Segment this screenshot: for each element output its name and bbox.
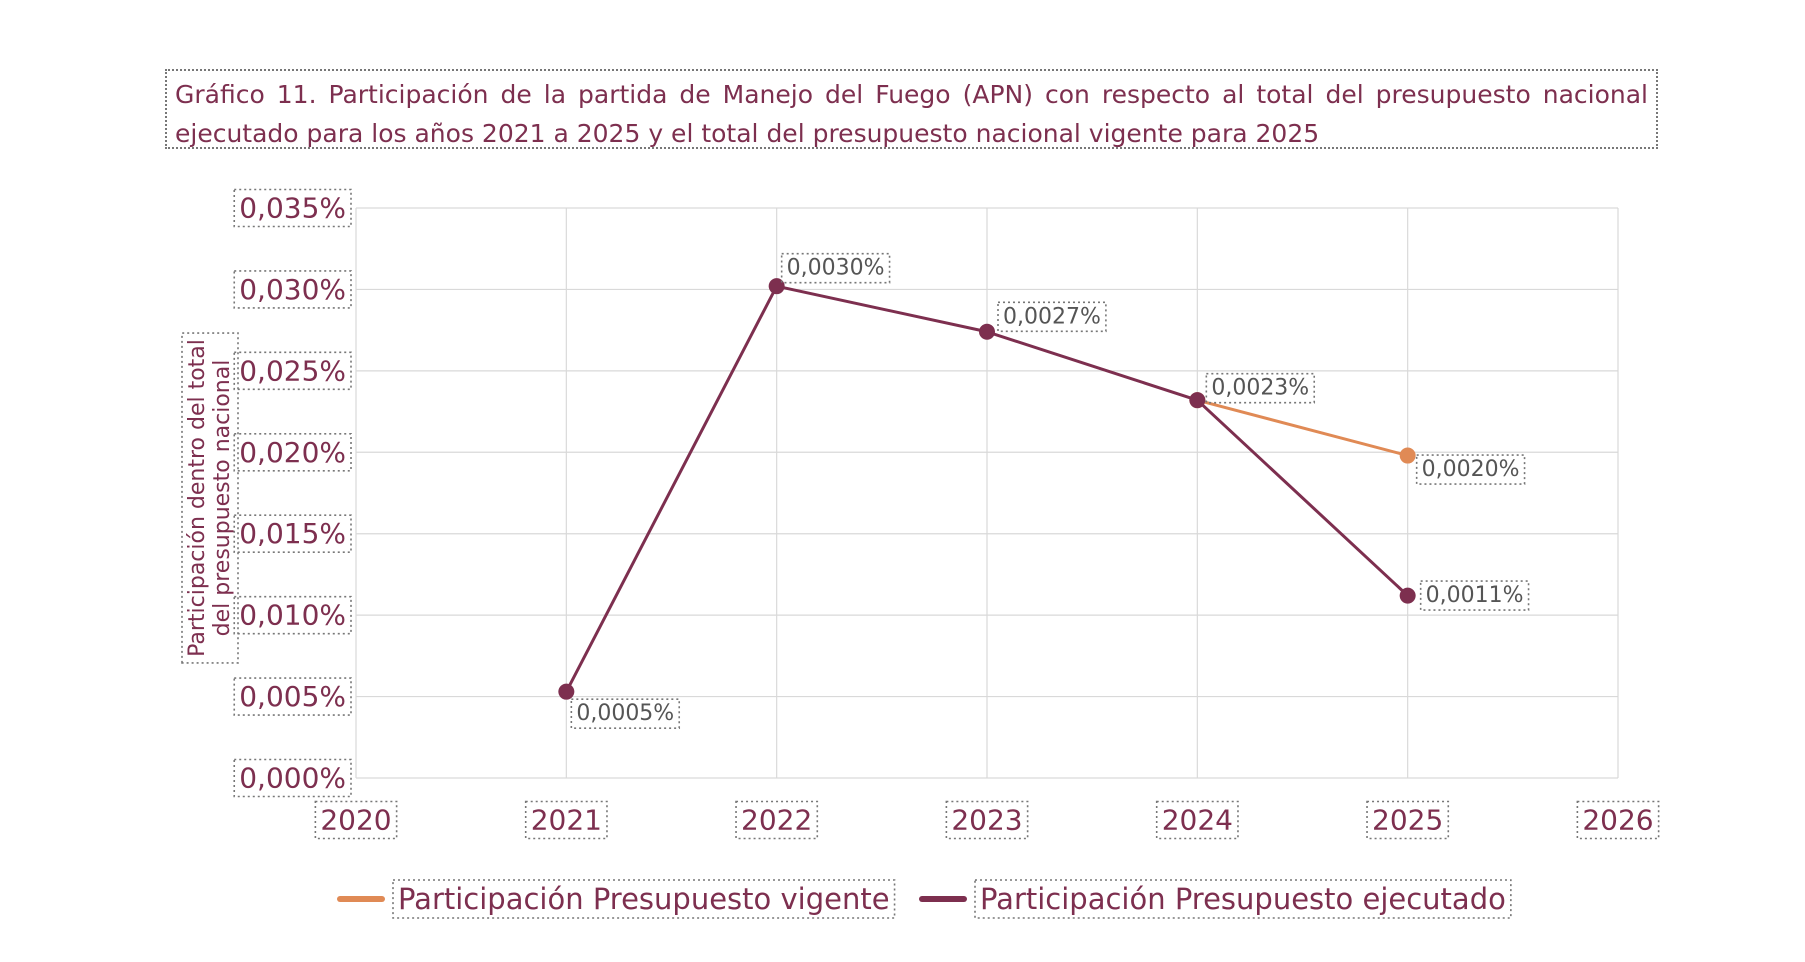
y-tick-label-2-group: 0,010% (233, 595, 352, 635)
x-tick-label-3-box (945, 800, 1029, 840)
y-tick-label-7: 0,035% (239, 192, 346, 225)
y-tick-label-1-box (233, 677, 352, 716)
y-tick-label-4-box (233, 432, 352, 472)
data-label-1-3-box (1205, 372, 1316, 404)
x-tick-label-5-group: 2025 (1366, 800, 1450, 840)
data-label-1-4-box (1419, 580, 1530, 611)
x-tick-label-2-group: 2022 (735, 800, 819, 840)
x-tick-label-6: 2026 (1582, 804, 1653, 837)
y-tick-label-0: 0,000% (239, 762, 346, 795)
data-label-1-0-box (570, 698, 681, 729)
y-tick-label-4: 0,020% (239, 436, 346, 469)
x-tick-label-3-group: 2023 (945, 800, 1029, 840)
data-label-0-1-group: 0,0020% (1415, 454, 1526, 485)
y-axis-label-group: Participación dentro del totaldel presup… (181, 332, 239, 664)
legend-label-0-group: Participación Presupuesto vigente (392, 879, 896, 919)
series-1 (558, 278, 1416, 700)
data-label-1-0-group: 0,0005% (570, 698, 681, 729)
y-tick-label-0-group: 0,000% (233, 758, 352, 798)
x-tick-label-6-group: 2026 (1576, 800, 1660, 840)
y-axis-label-box (181, 332, 239, 664)
y-tick-label-7-group: 0,035% (233, 188, 352, 228)
y-tick-label-2-box (233, 595, 352, 635)
data-label-1-0: 0,0005% (576, 701, 674, 726)
data-label-1-2-box (997, 301, 1107, 333)
x-tick-label-1-group: 2021 (524, 800, 608, 840)
x-tick-label-6-box (1576, 800, 1660, 840)
y-tick-label-6-group: 0,030% (233, 270, 352, 309)
y-axis-label: Participación dentro del totaldel presup… (185, 339, 235, 657)
data-label-1-3-group: 0,0023% (1205, 372, 1316, 404)
series-1-point-1 (768, 278, 785, 295)
y-axis-label-line-1: del presupuesto nacional (210, 360, 235, 637)
y-tick-label-3-group: 0,015% (233, 514, 352, 554)
data-label-1-2-group: 0,0027% (997, 301, 1107, 333)
x-tick-label-0: 2020 (320, 804, 391, 837)
data-label-1-1-box (780, 252, 891, 284)
series-1-point-3 (1189, 392, 1206, 409)
x-tick-label-5-box (1366, 800, 1450, 840)
y-tick-label-1-group: 0,005% (233, 677, 352, 716)
data-label-1-1-group: 0,0030% (780, 252, 891, 284)
data-label-1-2: 0,0027% (1003, 304, 1101, 329)
series-1-point-4 (1399, 587, 1416, 604)
chart-title: Gráfico 11. Participación de la partida … (165, 69, 1658, 149)
legend-label-1: Participación Presupuesto ejecutado (980, 882, 1506, 916)
grid-lines (355, 207, 1619, 779)
x-tick-label-0-box (314, 800, 398, 840)
legend-label-1-box (974, 879, 1512, 919)
x-tick-label-5: 2025 (1372, 804, 1443, 837)
legend-item-1: Participación Presupuesto ejecutado (919, 879, 1512, 919)
y-tick-label-6-box (233, 270, 352, 309)
series-line-0 (1196, 398, 1409, 457)
y-axis-label-line-0: Participación dentro del total (185, 339, 210, 657)
series-1-point-0 (558, 683, 575, 700)
series-0-point-1 (1399, 447, 1416, 464)
y-tick-label-1: 0,005% (239, 680, 346, 713)
data-label-0-1-box (1415, 454, 1526, 485)
series-1-point-2 (979, 323, 995, 340)
x-tick-label-4-group: 2024 (1155, 800, 1239, 840)
x-tick-label-4-box (1155, 800, 1239, 840)
x-tick-label-3: 2023 (951, 804, 1022, 837)
legend-label-1-group: Participación Presupuesto ejecutado (974, 879, 1512, 919)
y-tick-label-3-box (233, 514, 352, 554)
y-tick-label-5-group: 0,025% (233, 351, 352, 391)
y-tick-label-5-box (233, 351, 352, 391)
y-tick-label-7-box (233, 188, 352, 228)
data-label-1-3: 0,0023% (1211, 376, 1309, 401)
y-tick-label-2: 0,010% (239, 599, 346, 632)
y-tick-label-0-box (233, 758, 352, 798)
y-tick-label-4-group: 0,020% (233, 432, 352, 472)
legend-label-0-box (392, 879, 896, 919)
data-label-1-4-group: 0,0011% (1419, 580, 1530, 611)
data-label-1-4: 0,0011% (1426, 583, 1524, 608)
y-tick-label-3: 0,015% (239, 517, 346, 550)
x-tick-label-1: 2021 (531, 804, 602, 837)
y-tick-label-5: 0,025% (239, 354, 346, 387)
data-label-0-1: 0,0020% (1422, 457, 1520, 482)
legend-item-0: Participación Presupuesto vigente (337, 879, 896, 919)
y-tick-label-6: 0,030% (239, 273, 346, 306)
data-label-1-1: 0,0030% (787, 256, 885, 281)
x-tick-label-2-box (735, 800, 819, 840)
x-tick-label-4: 2024 (1162, 804, 1233, 837)
x-tick-label-2: 2022 (741, 804, 812, 837)
x-tick-label-0-group: 2020 (314, 800, 398, 840)
legend-label-0: Participación Presupuesto vigente (398, 882, 890, 916)
x-tick-label-1-box (524, 800, 608, 840)
